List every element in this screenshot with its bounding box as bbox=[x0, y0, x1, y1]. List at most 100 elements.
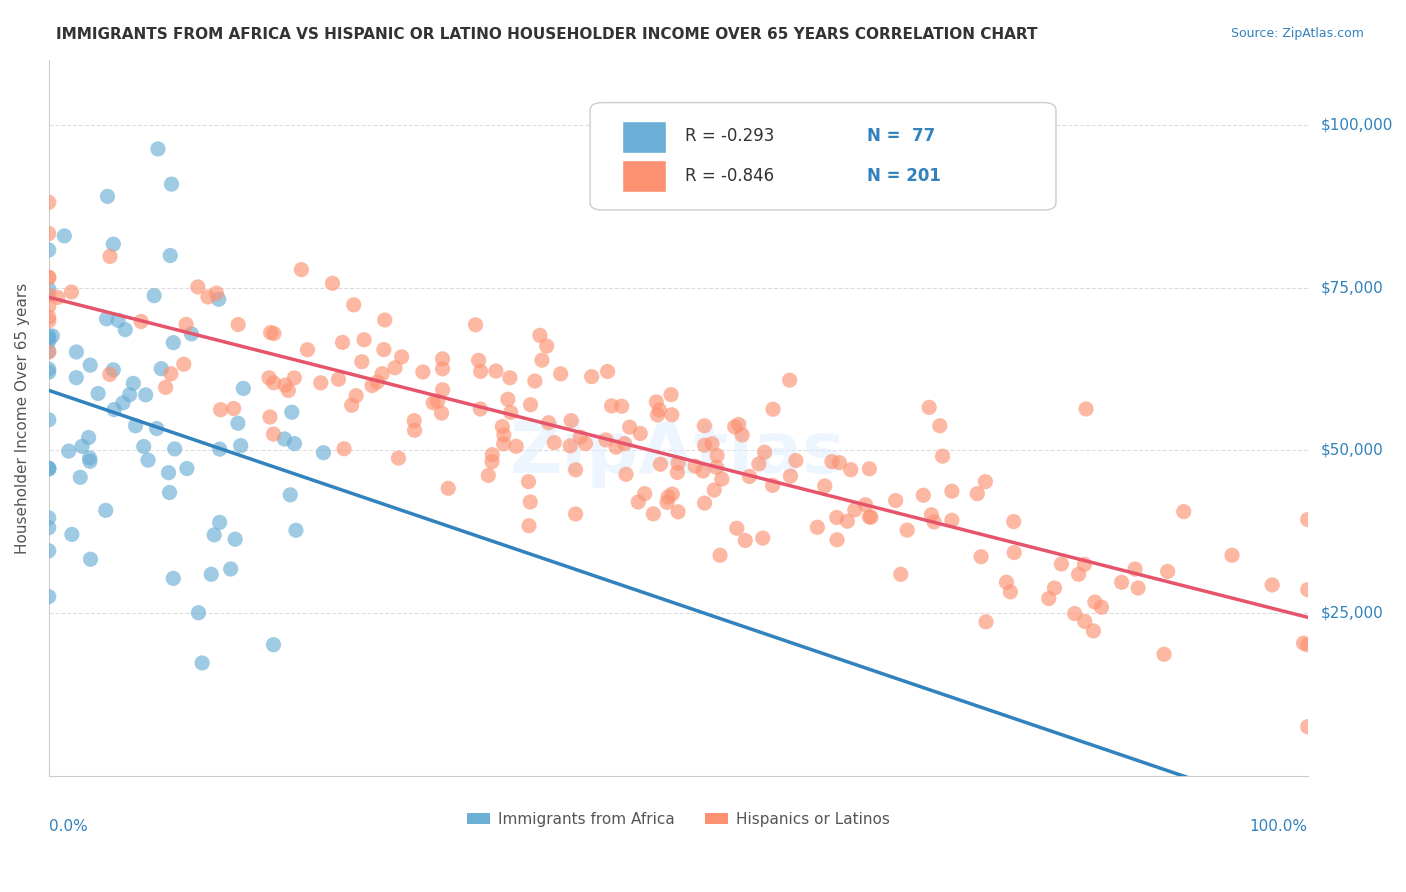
Point bbox=[890, 567, 912, 582]
Point bbox=[666, 466, 689, 480]
Point bbox=[38, 344, 60, 359]
Point bbox=[143, 288, 166, 302]
Point bbox=[38, 287, 60, 301]
Point bbox=[38, 461, 60, 475]
Point bbox=[751, 531, 773, 545]
Point bbox=[38, 227, 60, 241]
Point bbox=[344, 389, 367, 403]
Point bbox=[202, 528, 225, 542]
Point bbox=[884, 493, 907, 508]
Point bbox=[657, 490, 679, 504]
Point bbox=[79, 450, 101, 465]
Point bbox=[464, 318, 486, 332]
Point bbox=[38, 299, 60, 313]
Text: $100,000: $100,000 bbox=[1320, 117, 1393, 132]
Point bbox=[159, 248, 181, 262]
Point bbox=[1296, 720, 1319, 734]
Point bbox=[222, 401, 245, 416]
Point bbox=[627, 495, 650, 509]
Point bbox=[550, 367, 572, 381]
Point bbox=[814, 479, 837, 493]
Point bbox=[761, 478, 783, 492]
Point bbox=[470, 364, 492, 378]
Point bbox=[537, 416, 560, 430]
Point bbox=[274, 378, 297, 392]
Point bbox=[748, 457, 770, 471]
Point bbox=[564, 463, 586, 477]
Point bbox=[779, 373, 801, 387]
Point bbox=[536, 339, 558, 353]
Point bbox=[896, 523, 918, 537]
Point bbox=[1084, 595, 1107, 609]
Point bbox=[574, 436, 596, 450]
Point bbox=[837, 514, 859, 528]
Point bbox=[263, 427, 285, 442]
Y-axis label: Householder Income Over 65 years: Householder Income Over 65 years bbox=[15, 282, 30, 554]
Point bbox=[312, 445, 335, 459]
Point bbox=[1090, 600, 1112, 615]
Point bbox=[995, 575, 1018, 590]
Point bbox=[613, 436, 636, 450]
Point bbox=[430, 406, 453, 420]
Point bbox=[232, 381, 254, 395]
Point bbox=[481, 455, 503, 469]
Point bbox=[353, 333, 375, 347]
Point bbox=[661, 487, 683, 501]
Point bbox=[560, 439, 582, 453]
Point bbox=[432, 361, 454, 376]
Point bbox=[373, 343, 395, 357]
Point bbox=[481, 448, 503, 462]
Point bbox=[163, 442, 186, 456]
Point bbox=[700, 436, 723, 450]
Point bbox=[499, 370, 522, 384]
Point bbox=[931, 449, 953, 463]
Point bbox=[754, 445, 776, 459]
Point bbox=[605, 440, 627, 454]
Point bbox=[38, 331, 60, 345]
Point bbox=[333, 442, 356, 456]
Point bbox=[38, 334, 60, 349]
Point bbox=[263, 326, 285, 341]
Point bbox=[404, 423, 426, 437]
Point bbox=[928, 418, 950, 433]
Text: $50,000: $50,000 bbox=[1320, 443, 1384, 458]
Point bbox=[858, 510, 880, 524]
Point bbox=[432, 383, 454, 397]
Point bbox=[655, 495, 678, 509]
Point bbox=[519, 495, 541, 509]
Point bbox=[825, 510, 848, 524]
Point bbox=[208, 516, 231, 530]
Point bbox=[1000, 585, 1022, 599]
Text: N = 201: N = 201 bbox=[868, 167, 941, 185]
Point bbox=[191, 656, 214, 670]
Point bbox=[176, 461, 198, 475]
Point bbox=[384, 360, 406, 375]
Point bbox=[157, 466, 180, 480]
Point bbox=[647, 408, 669, 422]
Point bbox=[821, 455, 844, 469]
Point bbox=[648, 402, 671, 417]
Point bbox=[693, 438, 716, 452]
Point bbox=[1111, 575, 1133, 590]
Point bbox=[224, 533, 246, 547]
Point bbox=[492, 428, 515, 442]
Point bbox=[290, 262, 312, 277]
Point bbox=[858, 462, 880, 476]
Point bbox=[643, 507, 665, 521]
Point bbox=[519, 398, 541, 412]
Point bbox=[180, 326, 202, 341]
Point bbox=[38, 462, 60, 476]
Point bbox=[595, 433, 617, 447]
Point bbox=[160, 367, 183, 381]
Point bbox=[499, 405, 522, 419]
Point bbox=[659, 387, 682, 401]
Point bbox=[785, 453, 807, 467]
Point bbox=[273, 432, 295, 446]
Point bbox=[38, 310, 60, 324]
Point bbox=[38, 329, 60, 343]
Point bbox=[332, 335, 354, 350]
Point bbox=[111, 396, 134, 410]
Point bbox=[79, 358, 101, 372]
Point bbox=[124, 418, 146, 433]
Point bbox=[1296, 638, 1319, 652]
